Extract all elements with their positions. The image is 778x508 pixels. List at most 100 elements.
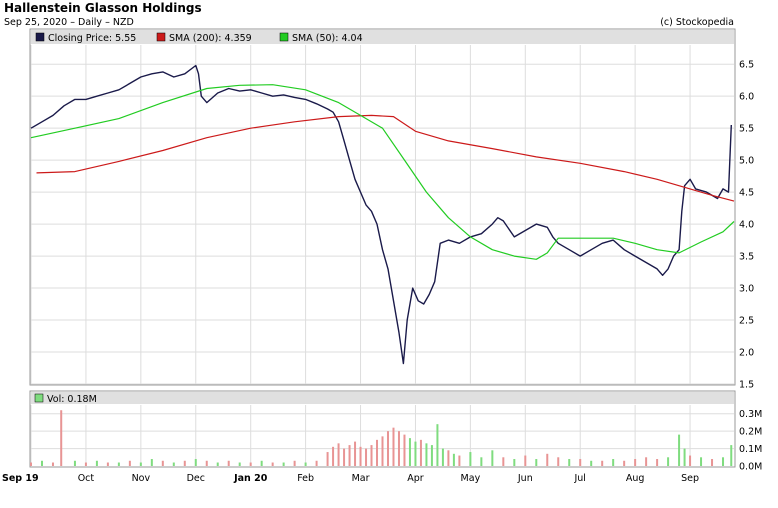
volume-bar: [51, 462, 54, 466]
volume-bar: [238, 462, 241, 466]
x-tick-label: Jan 20: [233, 473, 268, 484]
x-tick-label: Aug: [626, 473, 645, 484]
chart-subtitle: Sep 25, 2020 – Daily – NZD: [4, 17, 134, 28]
x-tick-label: May: [461, 473, 481, 484]
volume-bar: [546, 453, 549, 466]
x-tick-label: Apr: [407, 473, 424, 484]
volume-bar: [700, 457, 703, 466]
volume-bar: [386, 431, 389, 466]
volume-bar: [524, 455, 527, 466]
volume-bar: [397, 431, 400, 466]
volume-bar: [315, 460, 318, 466]
volume-bar: [419, 439, 422, 466]
volume-bar: [722, 457, 725, 466]
volume-bar: [535, 459, 538, 466]
axis-labels: 1.5 2.0 2.5 3.0 3.5 4.0 4.5 5.0 5.5 6.0 6.5 Sep 19 O…: [2, 60, 762, 484]
volume-bar: [656, 459, 659, 466]
volume-bar: [601, 460, 604, 466]
volume-bar: [579, 459, 582, 466]
volume-bar: [590, 460, 593, 466]
volume-bar: [645, 457, 648, 466]
volume-bar: [348, 445, 351, 466]
volume-bar: [139, 462, 142, 466]
volume-bar: [337, 443, 340, 466]
volume-bar: [678, 434, 681, 466]
volume-bar: [106, 462, 109, 466]
y-tick-label: 5.0: [739, 156, 754, 167]
volume-bar: [343, 448, 346, 466]
vol-tick-label: 0.2M: [739, 427, 762, 438]
volume-bar: [326, 452, 329, 466]
legend-swatch-sma200: [156, 32, 166, 42]
legend-volume: Vol: 0.18M: [47, 394, 97, 405]
volume-bar: [408, 438, 411, 466]
volume-bar: [304, 462, 307, 466]
legend-swatch-volume: [34, 393, 44, 403]
x-tick-label: Oct: [78, 473, 95, 484]
volume-bar: [458, 455, 461, 466]
x-tick-label: Mar: [352, 473, 370, 484]
x-tick-label: Sep: [681, 473, 699, 484]
y-tick-label: 2.5: [739, 316, 754, 327]
volume-bar: [447, 450, 450, 466]
x-tick-label: Dec: [187, 473, 205, 484]
chart-credit: (c) Stockopedia: [660, 17, 734, 28]
y-tick-label: 5.5: [739, 124, 754, 135]
volume-bar: [183, 460, 186, 466]
y-tick-label: 4.0: [739, 220, 754, 231]
volume-bar: [332, 446, 335, 466]
volume-bar: [150, 459, 153, 466]
y-tick-label: 1.5: [739, 380, 754, 391]
volume-bar: [557, 457, 560, 466]
grid-layer: [30, 45, 734, 466]
volume-bar: [359, 446, 362, 466]
volume-bar: [227, 460, 230, 466]
volume-bar: [612, 459, 615, 466]
volume-bar: [370, 445, 373, 466]
y-tick-label: 4.5: [739, 188, 754, 199]
volume-bar: [381, 436, 384, 466]
volume-bar: [623, 460, 626, 466]
volume-bar: [403, 434, 406, 466]
legend-swatch-sma50: [279, 32, 289, 42]
vol-tick-label: 0.0M: [739, 462, 762, 473]
series-line-sma50: [30, 84, 735, 260]
volume-bar: [73, 460, 76, 466]
x-tick-label: Nov: [132, 473, 151, 484]
volume-bar: [436, 424, 439, 466]
volume-bar: [117, 462, 120, 466]
volume-bar: [683, 448, 686, 466]
volume-bar: [365, 448, 368, 466]
volume-bar: [491, 450, 494, 466]
volume-bar: [425, 443, 428, 466]
legend-sma200: SMA (200): 4.359: [169, 33, 252, 44]
series-lines: [30, 64, 735, 365]
x-tick-label: Jul: [573, 473, 585, 484]
volume-bar: [205, 460, 208, 466]
volume-bar: [414, 441, 417, 466]
volume-bar: [689, 455, 692, 466]
volume-bars: [30, 410, 733, 466]
volume-bar: [271, 462, 274, 466]
volume-bar: [667, 457, 670, 466]
legend-closing-price: Closing Price: 5.55: [48, 33, 136, 44]
volume-bar: [480, 457, 483, 466]
legend-bar: [31, 30, 734, 44]
series-line-price: [30, 64, 732, 365]
volume-bar: [392, 427, 395, 466]
volume-bar: [95, 460, 98, 466]
volume-bar: [172, 462, 175, 466]
y-tick-label: 6.0: [739, 92, 754, 103]
volume-bar: [354, 441, 357, 466]
volume-bar: [469, 452, 472, 466]
volume-bar: [260, 460, 263, 466]
volume-bar: [293, 460, 296, 466]
series-line-sma200: [36, 114, 735, 202]
y-tick-label: 6.5: [739, 60, 754, 71]
volume-bar: [376, 439, 379, 466]
legend-sma50: SMA (50): 4.04: [292, 33, 363, 44]
y-tick-label: 3.5: [739, 252, 754, 263]
volume-bar: [128, 460, 131, 466]
